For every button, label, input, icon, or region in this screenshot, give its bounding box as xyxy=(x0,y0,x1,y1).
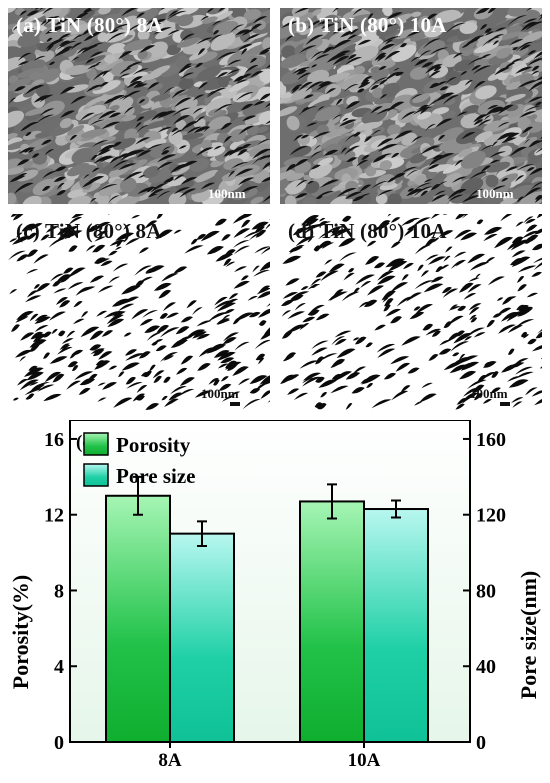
y-tick-label: 16 xyxy=(44,429,64,451)
scale-bar xyxy=(500,402,510,406)
panel-label: (d) TiN (80°) 10A xyxy=(288,219,447,243)
y-axis-label: Porosity(%) xyxy=(8,575,33,689)
legend-swatch-pore-size xyxy=(83,463,109,487)
sem-texture xyxy=(8,8,270,204)
y2-tick-label: 160 xyxy=(476,429,506,451)
scale-label: 100nm xyxy=(476,186,514,201)
legend-label-pore-size: Pore size xyxy=(116,464,196,488)
legend-swatch-porosity xyxy=(83,432,109,456)
binary-texture xyxy=(8,214,270,410)
bar-porosity-8A xyxy=(105,494,171,743)
binary-texture xyxy=(280,214,542,410)
y-tick-label: 8 xyxy=(54,580,64,602)
error-bar-pore-size-8A xyxy=(197,520,207,547)
error-bar-porosity-8A xyxy=(133,475,143,516)
y2-tick-label: 40 xyxy=(476,656,496,678)
legend-label-porosity: Porosity xyxy=(116,433,191,457)
scale-label: 100nm xyxy=(201,386,239,401)
binary-image-d: (d) TiN (80°) 10A 100nm xyxy=(280,214,542,410)
error-bar-porosity-10A xyxy=(327,483,337,520)
x-tick-label: 10A xyxy=(348,750,381,771)
x-tick-label: 8A xyxy=(158,750,182,771)
panel-label: (a) TiN (80°) 8A xyxy=(16,13,163,37)
sem-image-a: (a) TiN (80°) 8A 100nm xyxy=(8,8,270,204)
sem-image-b: (b) TiN (80°) 10A 100nm xyxy=(280,8,542,204)
panel-label: (b) TiN (80°) 10A xyxy=(288,13,447,37)
sem-texture xyxy=(280,8,542,204)
bar-pore-size-10A xyxy=(363,508,429,743)
y-tick-label: 0 xyxy=(54,732,64,754)
binary-image-c: (c) TiN (80°) 8A 100nm xyxy=(8,214,270,410)
y2-tick-label: 80 xyxy=(476,580,496,602)
panel-label: (c) TiN (80°) 8A xyxy=(16,219,162,243)
bar-porosity-10A xyxy=(299,500,365,744)
scale-bar xyxy=(230,402,240,406)
legend: Porosity Pore size xyxy=(83,432,196,488)
error-bar-pore-size-10A xyxy=(391,499,401,519)
y2-axis-label: Pore size(nm) xyxy=(516,571,541,700)
y2-tick-label: 0 xyxy=(476,732,486,754)
y2-tick-label: 120 xyxy=(476,505,506,527)
scale-label: 100nm xyxy=(470,386,508,401)
y-tick-label: 12 xyxy=(44,505,64,527)
y-tick-label: 4 xyxy=(54,656,64,678)
scale-label: 100nm xyxy=(208,186,246,201)
bar-pore-size-8A xyxy=(169,532,235,743)
